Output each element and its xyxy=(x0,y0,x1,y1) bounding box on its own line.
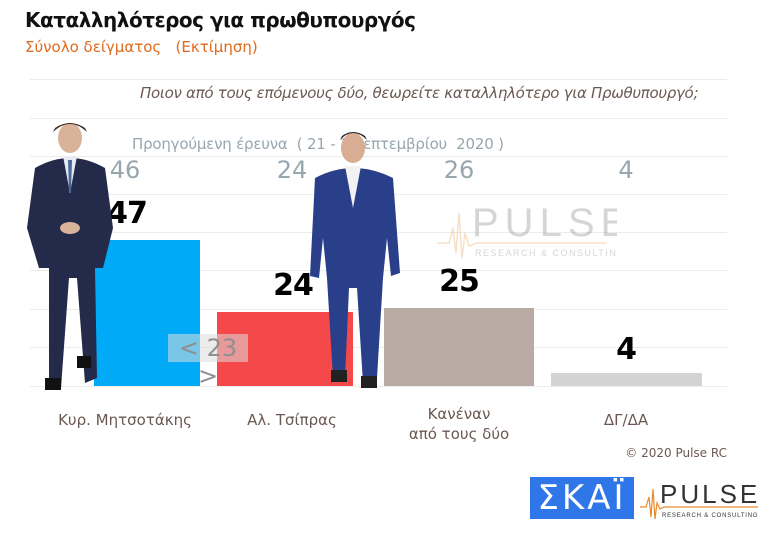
chart-title: Καταλληλότερος για πρωθυπουργός xyxy=(25,8,416,32)
difference-badge: < 23 > xyxy=(168,334,248,390)
category-label: Κυρ. Μητσοτάκης xyxy=(58,411,192,429)
mitsotakis-photo xyxy=(27,123,113,390)
svg-text:PULSE: PULSE xyxy=(660,479,760,509)
previous-value: 24 xyxy=(276,156,308,184)
svg-text:PULSE: PULSE xyxy=(472,201,617,245)
skai-logo: ΣΚΑΪ xyxy=(530,477,634,519)
gridline xyxy=(30,156,727,157)
survey-question: Ποιον από τους επόμενους δύο, θεωρείτε κ… xyxy=(140,84,699,102)
category-label: ΔΓ/ΔΑ xyxy=(603,411,649,429)
category-label: Κανέναν από τους δύο xyxy=(408,405,510,443)
copyright: © 2020 Pulse RC xyxy=(625,446,727,460)
svg-text:RESEARCH & CONSULTING: RESEARCH & CONSULTING xyxy=(475,248,617,258)
pulse-watermark-logo: PULSE RESEARCH & CONSULTING xyxy=(437,201,617,259)
previous-value: 4 xyxy=(618,156,634,184)
gridline xyxy=(30,118,727,119)
gridline xyxy=(30,79,727,80)
gridline xyxy=(30,386,727,387)
category-label: Αλ. Τσίπρας xyxy=(247,411,337,429)
value-label: 24 xyxy=(273,268,314,303)
svg-text:RESEARCH & CONSULTING: RESEARCH & CONSULTING xyxy=(662,513,758,519)
previous-value: 26 xyxy=(443,156,475,184)
bar-dk-na xyxy=(551,373,702,386)
bar-none xyxy=(384,308,534,386)
value-label: 47 xyxy=(107,196,148,231)
pulse-logo: PULSE RESEARCH & CONSULTING xyxy=(640,479,760,520)
chart-subtitle: Σύνολο δείγματος (Εκτίμηση) xyxy=(25,38,258,56)
tsipras-photo xyxy=(310,132,400,388)
previous-value: 46 xyxy=(109,156,141,184)
value-label: 25 xyxy=(439,264,480,299)
value-label: 4 xyxy=(616,332,637,367)
previous-survey-label: Προηγούμενη έρευνα ( 21 - 2 Σεπτεμβρίου … xyxy=(132,135,504,153)
